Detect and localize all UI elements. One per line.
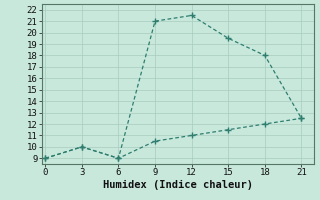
X-axis label: Humidex (Indice chaleur): Humidex (Indice chaleur) (103, 180, 252, 190)
